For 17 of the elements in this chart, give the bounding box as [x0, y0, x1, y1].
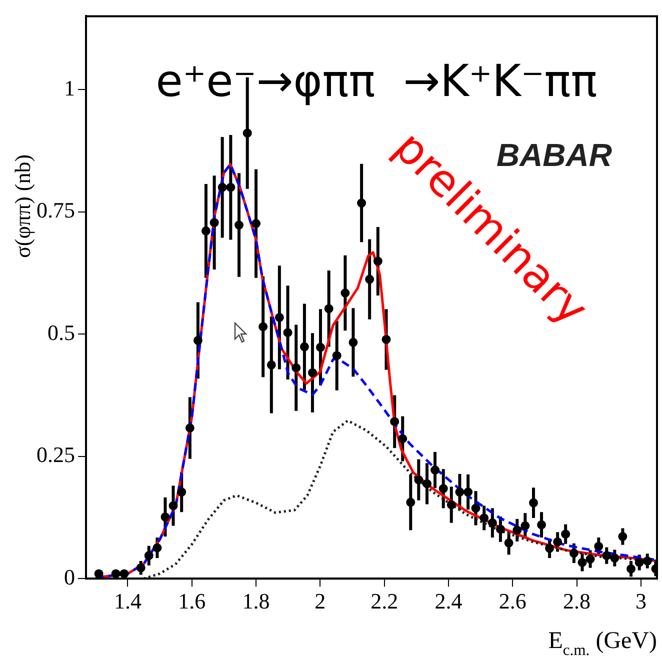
x-tick-label: 2.4 [434, 588, 462, 614]
x-tick-label: 2.2 [370, 588, 398, 614]
y-tick-label: 0.25 [36, 442, 75, 468]
x-tick-label: 2 [314, 588, 326, 614]
x-tick-label: 2.8 [563, 588, 591, 614]
x-tick-label: 1.6 [178, 588, 206, 614]
y-axis-title: σ(φππ) (nb) [10, 154, 35, 258]
x-tick-label: 2.6 [498, 588, 526, 614]
x-tick-label: 1.8 [242, 588, 270, 614]
y-tick-label: 0 [64, 564, 75, 590]
line-series [142, 419, 657, 579]
y-tick-label: 0.75 [36, 198, 75, 223]
y-tick-label: 0.5 [48, 320, 75, 345]
text: e⁺e⁻→φππ →K⁺K⁻ππ [156, 56, 598, 108]
x-tick-label: 1.4 [114, 588, 142, 614]
x-tick-label: 3 [635, 588, 646, 614]
y-tick-label: 1 [64, 75, 75, 100]
